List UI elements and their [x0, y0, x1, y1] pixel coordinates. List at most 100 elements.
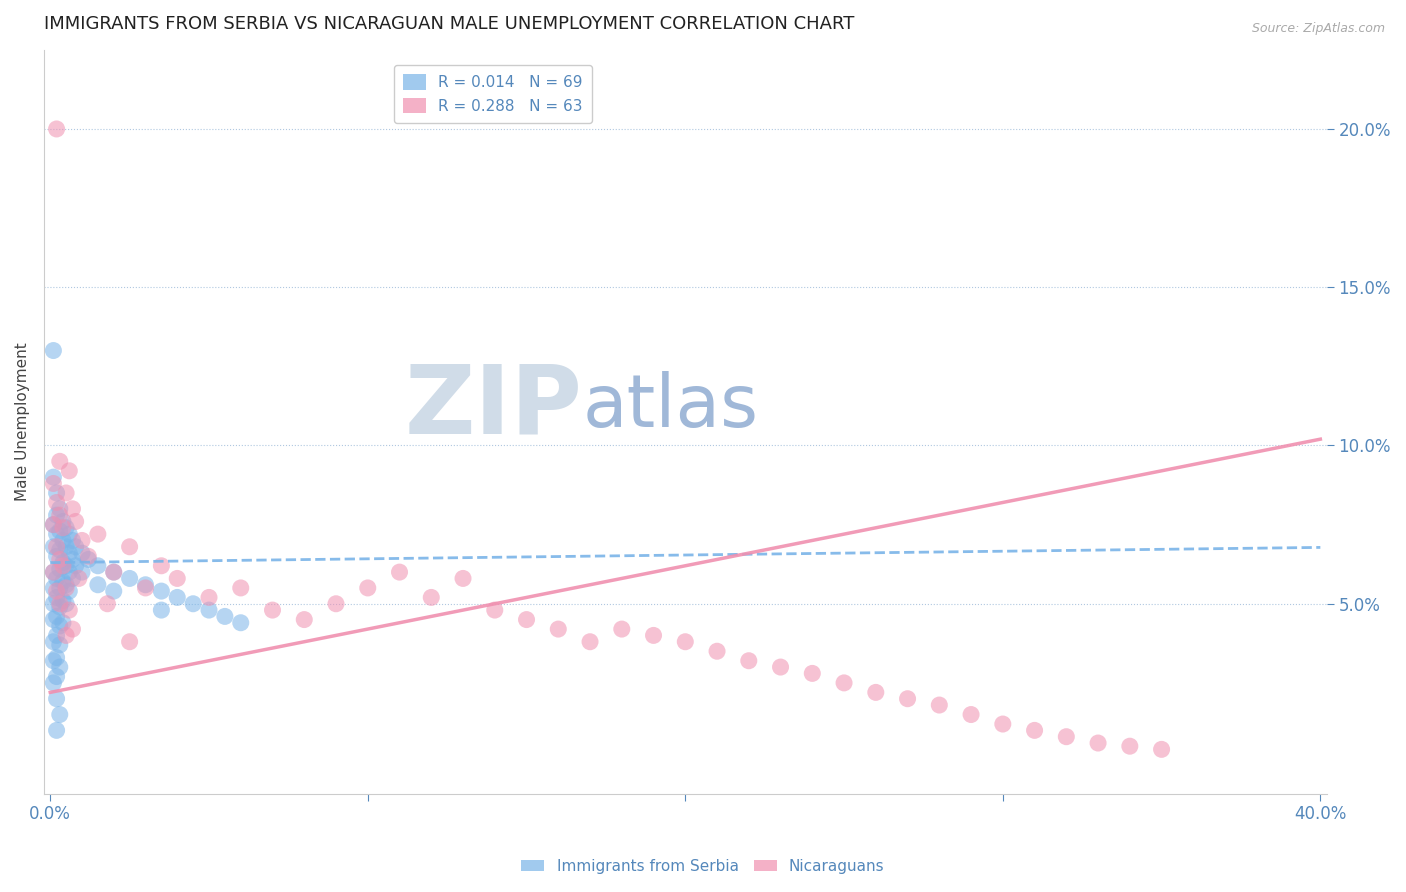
Nicaraguans — [42, 565, 65, 579]
Nicaraguans — [832, 676, 855, 690]
Immigrants from Serbia — [214, 609, 236, 624]
Immigrants from Serbia — [52, 556, 75, 570]
Immigrants from Serbia — [52, 593, 75, 607]
Nicaraguans — [103, 565, 125, 579]
Immigrants from Serbia — [45, 628, 67, 642]
Legend: R = 0.014   N = 69, R = 0.288   N = 63: R = 0.014 N = 69, R = 0.288 N = 63 — [394, 65, 592, 123]
Immigrants from Serbia — [49, 638, 72, 652]
Immigrants from Serbia — [45, 527, 67, 541]
Nicaraguans — [738, 654, 761, 668]
Immigrants from Serbia — [150, 584, 173, 599]
Nicaraguans — [229, 581, 252, 595]
Nicaraguans — [579, 634, 602, 648]
Immigrants from Serbia — [49, 619, 72, 633]
Nicaraguans — [1087, 736, 1109, 750]
Text: IMMIGRANTS FROM SERBIA VS NICARAGUAN MALE UNEMPLOYMENT CORRELATION CHART: IMMIGRANTS FROM SERBIA VS NICARAGUAN MAL… — [44, 15, 855, 33]
Nicaraguans — [292, 613, 315, 627]
Immigrants from Serbia — [42, 517, 65, 532]
Immigrants from Serbia — [52, 574, 75, 589]
Immigrants from Serbia — [49, 543, 72, 558]
Nicaraguans — [357, 581, 380, 595]
Immigrants from Serbia — [42, 565, 65, 579]
Immigrants from Serbia — [87, 558, 110, 573]
Immigrants from Serbia — [45, 486, 67, 500]
Nicaraguans — [673, 634, 696, 648]
Immigrants from Serbia — [58, 565, 80, 579]
Nicaraguans — [420, 591, 443, 605]
Immigrants from Serbia — [52, 515, 75, 529]
Nicaraguans — [52, 521, 75, 535]
Nicaraguans — [70, 533, 93, 548]
Immigrants from Serbia — [70, 546, 93, 560]
Immigrants from Serbia — [45, 691, 67, 706]
Nicaraguans — [87, 527, 110, 541]
Nicaraguans — [62, 501, 84, 516]
Nicaraguans — [62, 622, 84, 636]
Text: ZIP: ZIP — [405, 360, 582, 453]
Nicaraguans — [991, 717, 1014, 731]
Nicaraguans — [55, 581, 77, 595]
Y-axis label: Male Unemployment: Male Unemployment — [15, 343, 30, 501]
Immigrants from Serbia — [55, 540, 77, 554]
Immigrants from Serbia — [49, 501, 72, 516]
Nicaraguans — [49, 454, 72, 468]
Immigrants from Serbia — [49, 599, 72, 614]
Immigrants from Serbia — [58, 527, 80, 541]
Nicaraguans — [134, 581, 156, 595]
Nicaraguans — [58, 464, 80, 478]
Immigrants from Serbia — [42, 343, 65, 358]
Nicaraguans — [928, 698, 950, 712]
Immigrants from Serbia — [42, 654, 65, 668]
Immigrants from Serbia — [42, 540, 65, 554]
Immigrants from Serbia — [58, 546, 80, 560]
Nicaraguans — [55, 628, 77, 642]
Immigrants from Serbia — [52, 615, 75, 630]
Immigrants from Serbia — [45, 609, 67, 624]
Nicaraguans — [118, 634, 141, 648]
Nicaraguans — [118, 540, 141, 554]
Immigrants from Serbia — [49, 562, 72, 576]
Immigrants from Serbia — [45, 591, 67, 605]
Immigrants from Serbia — [62, 552, 84, 566]
Immigrants from Serbia — [42, 634, 65, 648]
Nicaraguans — [1024, 723, 1046, 738]
Nicaraguans — [484, 603, 506, 617]
Nicaraguans — [610, 622, 633, 636]
Immigrants from Serbia — [52, 533, 75, 548]
Immigrants from Serbia — [87, 578, 110, 592]
Nicaraguans — [45, 122, 67, 136]
Immigrants from Serbia — [70, 565, 93, 579]
Nicaraguans — [547, 622, 569, 636]
Immigrants from Serbia — [45, 650, 67, 665]
Nicaraguans — [262, 603, 284, 617]
Nicaraguans — [45, 495, 67, 509]
Immigrants from Serbia — [45, 669, 67, 683]
Immigrants from Serbia — [103, 565, 125, 579]
Nicaraguans — [451, 571, 474, 585]
Nicaraguans — [150, 558, 173, 573]
Immigrants from Serbia — [166, 591, 188, 605]
Nicaraguans — [960, 707, 983, 722]
Nicaraguans — [77, 549, 100, 564]
Immigrants from Serbia — [49, 524, 72, 538]
Immigrants from Serbia — [42, 676, 65, 690]
Immigrants from Serbia — [49, 660, 72, 674]
Nicaraguans — [42, 517, 65, 532]
Nicaraguans — [1119, 739, 1142, 754]
Text: atlas: atlas — [582, 371, 759, 442]
Nicaraguans — [166, 571, 188, 585]
Immigrants from Serbia — [45, 549, 67, 564]
Text: Source: ZipAtlas.com: Source: ZipAtlas.com — [1251, 22, 1385, 36]
Immigrants from Serbia — [103, 584, 125, 599]
Nicaraguans — [896, 691, 918, 706]
Nicaraguans — [388, 565, 411, 579]
Immigrants from Serbia — [62, 533, 84, 548]
Immigrants from Serbia — [77, 552, 100, 566]
Immigrants from Serbia — [181, 597, 204, 611]
Nicaraguans — [45, 584, 67, 599]
Immigrants from Serbia — [229, 615, 252, 630]
Nicaraguans — [42, 476, 65, 491]
Immigrants from Serbia — [55, 597, 77, 611]
Nicaraguans — [49, 552, 72, 566]
Immigrants from Serbia — [55, 578, 77, 592]
